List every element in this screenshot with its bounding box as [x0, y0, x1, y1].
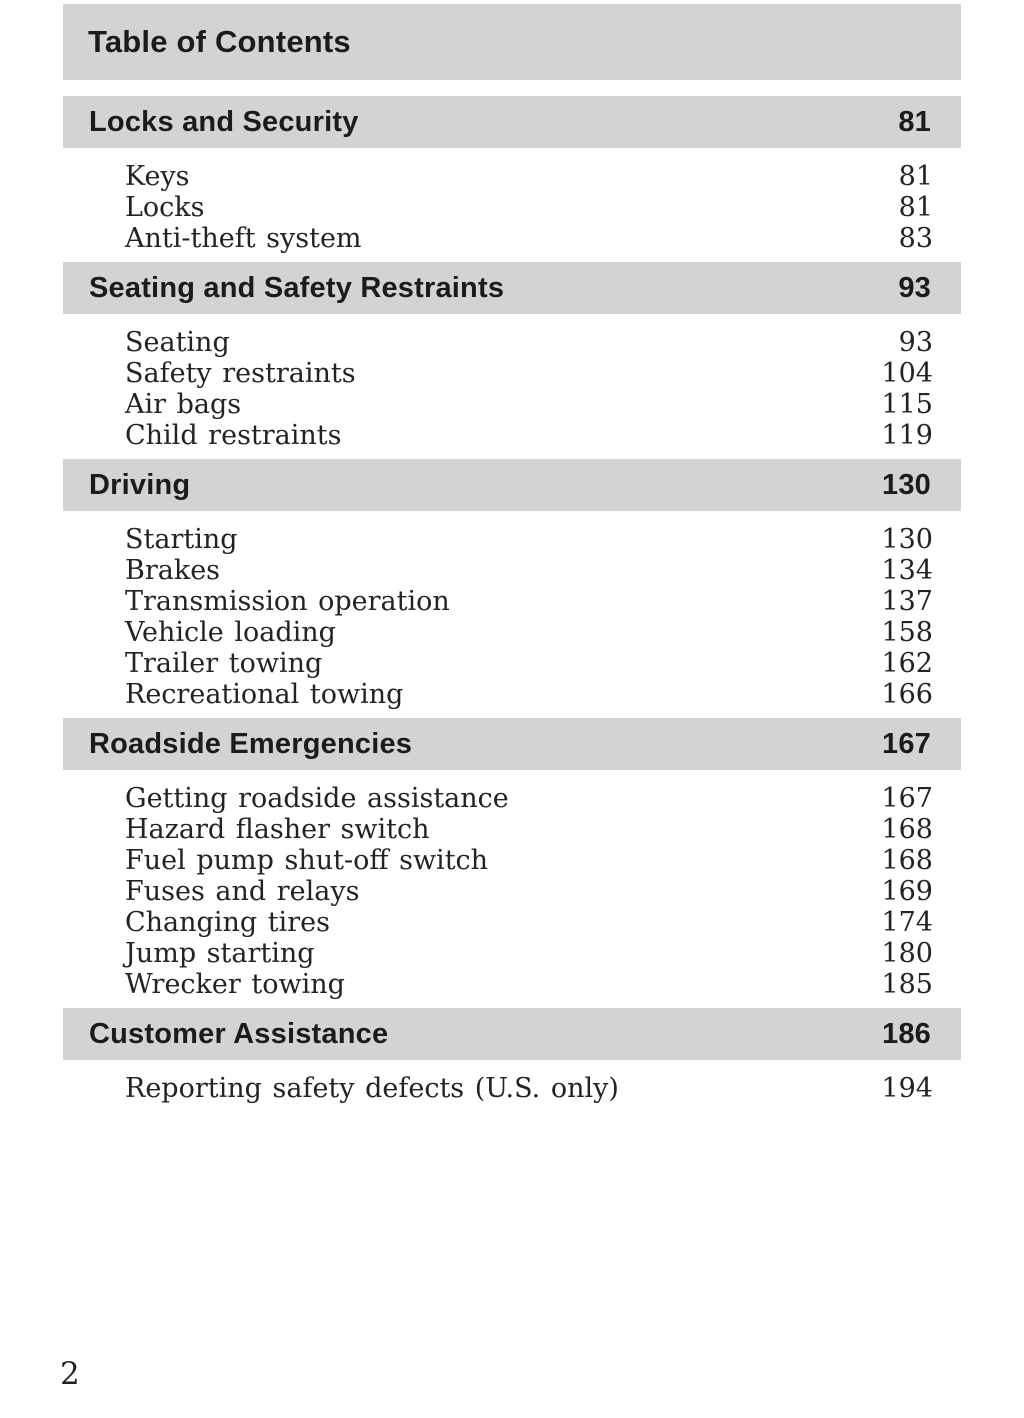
toc-entry: Keys 81 [125, 161, 933, 192]
entry-title: Anti-theft system [125, 223, 362, 254]
entry-title: Wrecker towing [125, 969, 345, 1000]
entry-title: Child restraints [125, 420, 342, 451]
entry-page-number: 180 [881, 938, 933, 969]
toc-entry: Air bags 115 [125, 389, 933, 420]
page-number: 2 [60, 1356, 80, 1392]
section-title: Customer Assistance [89, 1017, 389, 1050]
page-title: Table of Contents [88, 24, 351, 59]
section-entries: Seating 93 Safety restraints 104 Air bags 115… [63, 314, 961, 459]
entry-page-number: 185 [881, 969, 933, 1000]
entry-page-number: 119 [881, 420, 933, 451]
toc-entry: Starting 130 [125, 524, 933, 555]
section-header: Customer Assistance 186 [63, 1008, 961, 1060]
section-page-number: 167 [882, 727, 931, 760]
section-page-number: 186 [882, 1017, 931, 1050]
toc-entry: Hazard flasher switch 168 [125, 814, 933, 845]
entry-title: Changing tires [125, 907, 330, 938]
section-entries: Starting 130 Brakes 134 Transmission operati… [63, 511, 961, 718]
toc-entry: Brakes 134 [125, 555, 933, 586]
toc-section: Customer Assistance 186 Reporting safety d… [63, 1008, 961, 1112]
toc-entry: Safety restraints 104 [125, 358, 933, 389]
entry-title: Fuses and relays [125, 876, 360, 907]
entry-title: Starting [125, 524, 238, 555]
toc-entry: Fuel pump shut-off switch 168 [125, 845, 933, 876]
entry-title: Recreational towing [125, 679, 404, 710]
entry-page-number: 166 [881, 679, 933, 710]
section-entries: Keys 81 Locks 81 Anti-theft system 83 [63, 148, 961, 262]
entry-page-number: 169 [881, 876, 933, 907]
toc-title-band: Table of Contents [63, 4, 961, 80]
toc-entry: Getting roadside assistance 167 [125, 783, 933, 814]
section-page-number: 81 [898, 105, 931, 138]
toc-section: Locks and Security 81 Keys 81 Locks 81 Anti-th… [63, 96, 961, 262]
section-header: Locks and Security 81 [63, 96, 961, 148]
section-header: Seating and Safety Restraints 93 [63, 262, 961, 314]
entry-title: Hazard flasher switch [125, 814, 430, 845]
entry-page-number: 115 [881, 389, 933, 420]
toc-entry: Fuses and relays 169 [125, 876, 933, 907]
toc-entry: Wrecker towing 185 [125, 969, 933, 1000]
section-title: Locks and Security [89, 105, 359, 138]
toc-entry: Child restraints 119 [125, 420, 933, 451]
entry-page-number: 81 [898, 192, 933, 223]
entry-title: Safety restraints [125, 358, 356, 389]
entry-title: Getting roadside assistance [125, 783, 509, 814]
toc-section: Roadside Emergencies 167 Getting roadside … [63, 718, 961, 1008]
entry-title: Keys [125, 161, 190, 192]
section-page-number: 130 [882, 468, 931, 501]
entry-page-number: 168 [881, 845, 933, 876]
entry-title: Locks [125, 192, 205, 223]
toc-entry: Anti-theft system 83 [125, 223, 933, 254]
toc-section: Driving 130 Starting 130 Brakes 134 Transmissi… [63, 459, 961, 718]
section-header: Driving 130 [63, 459, 961, 511]
toc-entry: Seating 93 [125, 327, 933, 358]
entry-title: Air bags [125, 389, 242, 420]
entry-page-number: 167 [881, 783, 933, 814]
entry-title: Fuel pump shut-off switch [125, 845, 489, 876]
entry-title: Jump starting [125, 938, 315, 969]
section-page-number: 93 [898, 271, 931, 304]
entry-page-number: 168 [881, 814, 933, 845]
section-header: Roadside Emergencies 167 [63, 718, 961, 770]
entry-title: Vehicle loading [125, 617, 336, 648]
entry-title: Trailer towing [125, 648, 323, 679]
entry-page-number: 93 [898, 327, 933, 358]
toc-sections: Locks and Security 81 Keys 81 Locks 81 Anti-th… [63, 96, 961, 1112]
entry-page-number: 137 [881, 586, 933, 617]
entry-page-number: 174 [881, 907, 933, 938]
toc-entry: Vehicle loading 158 [125, 617, 933, 648]
table-of-contents: Table of Contents Locks and Security 81 Ke… [63, 4, 961, 1112]
toc-entry: Locks 81 [125, 192, 933, 223]
entry-page-number: 194 [881, 1073, 933, 1104]
entry-page-number: 83 [898, 223, 933, 254]
section-title: Driving [89, 468, 191, 501]
entry-title: Brakes [125, 555, 221, 586]
toc-entry: Jump starting 180 [125, 938, 933, 969]
toc-entry: Reporting safety defects (U.S. only) 194 [125, 1073, 933, 1104]
toc-entry: Transmission operation 137 [125, 586, 933, 617]
section-title: Seating and Safety Restraints [89, 271, 505, 304]
section-entries: Reporting safety defects (U.S. only) 194 [63, 1060, 961, 1112]
entry-page-number: 162 [881, 648, 933, 679]
entry-page-number: 130 [881, 524, 933, 555]
entry-page-number: 104 [881, 358, 933, 389]
entry-page-number: 158 [881, 617, 933, 648]
toc-section: Seating and Safety Restraints 93 Seating 93… [63, 262, 961, 459]
toc-entry: Trailer towing 162 [125, 648, 933, 679]
entry-page-number: 81 [898, 161, 933, 192]
section-entries: Getting roadside assistance 167 Hazard fla… [63, 770, 961, 1008]
entry-title: Seating [125, 327, 230, 358]
section-title: Roadside Emergencies [89, 727, 413, 760]
entry-title: Transmission operation [125, 586, 450, 617]
toc-entry: Changing tires 174 [125, 907, 933, 938]
entry-page-number: 134 [881, 555, 933, 586]
entry-title: Reporting safety defects (U.S. only) [125, 1073, 619, 1104]
toc-entry: Recreational towing 166 [125, 679, 933, 710]
